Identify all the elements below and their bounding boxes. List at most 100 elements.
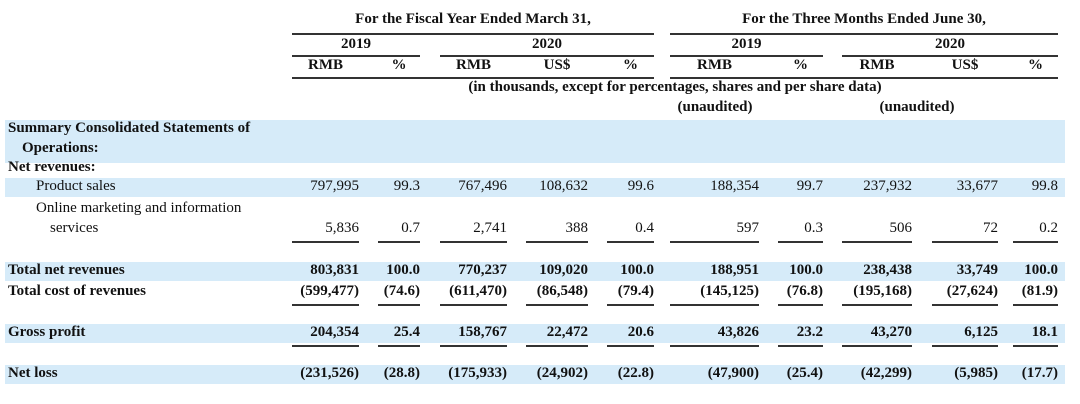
year-header: 2020 (935, 36, 965, 52)
underline (842, 55, 1058, 57)
table-cell: 99.6 (627, 178, 654, 194)
row-label: Total cost of revenues (8, 283, 146, 299)
column-header: % (1028, 57, 1043, 73)
underline (607, 241, 654, 243)
row-label: Online marketing and information (36, 200, 242, 216)
table-cell: 5,836 (325, 220, 359, 236)
table-cell: 388 (565, 220, 589, 236)
table-cell: (42,299) (860, 365, 912, 381)
underline (670, 77, 1058, 79)
column-header: RMB (456, 57, 491, 73)
table-cell: 43,826 (717, 324, 759, 340)
underline (292, 77, 654, 79)
table-cell: (611,470) (449, 283, 507, 299)
table-cell: (81.9) (1021, 283, 1058, 299)
underline (526, 241, 588, 243)
underline (932, 304, 998, 306)
row-label: Total net revenues (8, 262, 125, 278)
table-cell: 22,472 (546, 324, 588, 340)
table-cell: 767,496 (458, 178, 507, 194)
underline (1013, 241, 1058, 243)
row-label-continued: Operations: (22, 140, 99, 156)
table-cell: 18.1 (1031, 324, 1058, 340)
table-cell: (175,933) (448, 365, 507, 381)
column-header: % (391, 57, 407, 73)
underline (440, 55, 654, 57)
underline (842, 345, 912, 347)
underline (778, 304, 823, 306)
table-cell: 72 (983, 220, 998, 236)
table-cell: (25.4) (786, 365, 823, 381)
table-cell: 6,125 (964, 324, 998, 340)
underline (842, 304, 912, 306)
underline (778, 241, 823, 243)
underline (440, 241, 507, 243)
column-header: RMB (697, 57, 732, 73)
table-cell: 23.2 (796, 324, 823, 340)
underline (440, 345, 507, 347)
table-cell: (86,548) (536, 283, 588, 299)
year-header: 2019 (341, 36, 371, 52)
table-cell: 803,831 (310, 262, 359, 278)
underline (670, 55, 823, 57)
year-header: 2019 (731, 36, 762, 52)
table-cell: 2,741 (473, 220, 507, 236)
table-cell: 797,995 (310, 178, 359, 194)
underline (378, 304, 420, 306)
year-header: 2020 (532, 36, 562, 52)
table-cell: 770,237 (458, 262, 507, 278)
table-cell: 0.7 (401, 220, 420, 236)
row-label: Net loss (8, 365, 58, 381)
underline (670, 241, 759, 243)
table-cell: 506 (889, 220, 913, 236)
row-highlight (5, 178, 1065, 197)
table-cell: 204,354 (310, 324, 359, 340)
table-cell: 109,020 (539, 262, 588, 278)
underline (932, 345, 998, 347)
table-cell: 25.4 (393, 324, 420, 340)
table-cell: 33,677 (956, 178, 998, 194)
row-highlight (5, 324, 1065, 343)
table-cell: 100.0 (620, 262, 654, 278)
row-label-continued: services (50, 220, 99, 236)
table-cell: 100.0 (386, 262, 420, 278)
table-cell: (231,526) (300, 365, 359, 381)
underline (440, 304, 507, 306)
table-cell: 99.3 (393, 178, 420, 194)
table-cell: 0.4 (635, 220, 654, 236)
column-header: RMB (308, 57, 343, 73)
table-cell: 20.6 (627, 324, 654, 340)
underline (378, 345, 420, 347)
underline (378, 241, 420, 243)
underline (607, 304, 654, 306)
underline (292, 241, 359, 243)
table-cell: (599,477) (300, 283, 359, 299)
underline (526, 304, 588, 306)
table-cell: (22.8) (617, 365, 654, 381)
underline (1013, 304, 1058, 306)
row-highlight (5, 262, 1065, 281)
underline (292, 33, 654, 35)
underline (526, 345, 588, 347)
underline (932, 241, 998, 243)
column-header: US$ (543, 57, 571, 73)
table-cell: 33,749 (956, 262, 998, 278)
table-cell: (28.8) (383, 365, 420, 381)
table-cell: 237,932 (863, 178, 912, 194)
row-label: Product sales (36, 178, 116, 194)
unaudited-label: (unaudited) (879, 99, 955, 115)
table-cell: (76.8) (786, 283, 823, 299)
table-cell: (5,985) (954, 365, 998, 381)
row-label: Summary Consolidated Statements of (8, 120, 251, 136)
table-cell: 0.3 (804, 220, 823, 236)
underline (670, 304, 759, 306)
units-note: (in thousands, except for percentages, s… (468, 79, 882, 95)
underline (607, 345, 654, 347)
table-cell: 100.0 (789, 262, 823, 278)
table-cell: (79.4) (617, 283, 654, 299)
table-cell: (27,624) (946, 283, 998, 299)
table-cell: (145,125) (700, 283, 759, 299)
column-header: RMB (859, 57, 895, 73)
unaudited-label: (unaudited) (677, 99, 753, 115)
column-header: % (793, 57, 808, 73)
